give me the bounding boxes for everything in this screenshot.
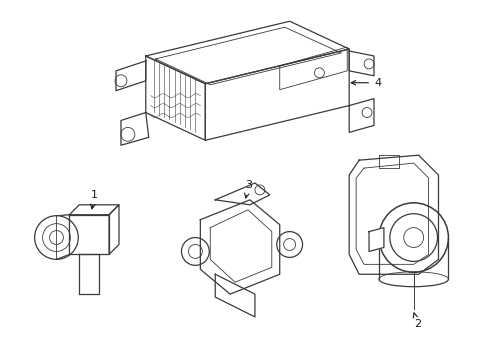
Polygon shape [215, 274, 255, 317]
Polygon shape [205, 49, 349, 140]
Polygon shape [215, 183, 270, 205]
Circle shape [181, 238, 209, 265]
Text: 3: 3 [245, 180, 252, 198]
Text: 2: 2 [413, 313, 421, 329]
Polygon shape [70, 215, 109, 255]
Polygon shape [200, 200, 280, 294]
Polygon shape [349, 155, 439, 274]
Polygon shape [349, 99, 374, 132]
Polygon shape [116, 61, 146, 91]
Polygon shape [70, 205, 119, 215]
Polygon shape [109, 205, 119, 255]
Polygon shape [121, 113, 149, 145]
Polygon shape [56, 215, 70, 260]
Circle shape [277, 231, 302, 257]
Text: 1: 1 [91, 190, 98, 209]
Text: 4: 4 [351, 78, 381, 88]
Circle shape [379, 203, 448, 272]
Polygon shape [349, 51, 374, 76]
Polygon shape [369, 228, 384, 251]
Polygon shape [146, 56, 205, 140]
Polygon shape [146, 21, 349, 84]
Circle shape [35, 216, 78, 260]
Polygon shape [79, 255, 99, 294]
